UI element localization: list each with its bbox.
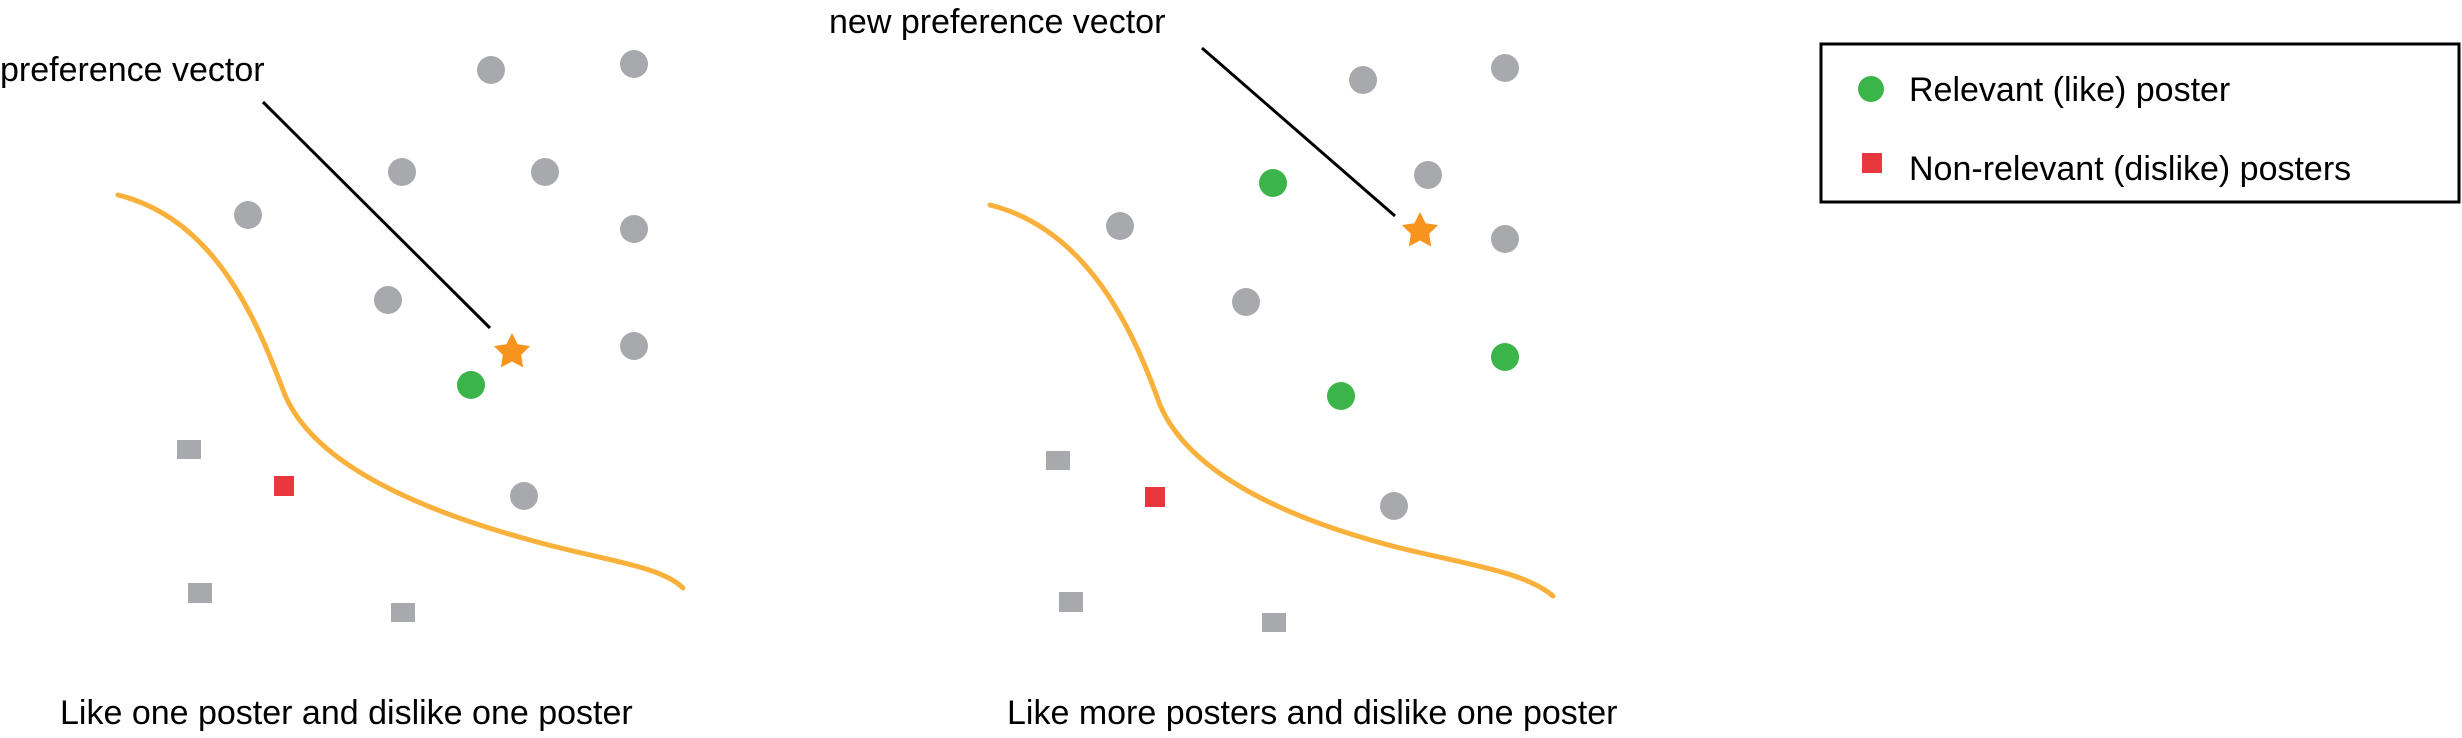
neutral-square-poster xyxy=(1046,451,1070,470)
pointer-label-right: new preference vector xyxy=(829,3,1165,41)
neutral-poster xyxy=(1414,161,1442,189)
nonrelevant-poster xyxy=(1145,487,1165,507)
panel-left: preference vector Like one poster and di… xyxy=(0,50,686,732)
caption-right: Like more posters and dislike one poster xyxy=(1007,694,1617,732)
neutral-square-poster xyxy=(1262,613,1286,632)
neutral-poster xyxy=(1491,54,1519,82)
preference-vector-star xyxy=(493,333,531,368)
relevant-poster xyxy=(1491,343,1519,371)
red-square-icon xyxy=(1862,153,1882,173)
pointer-label-left: preference vector xyxy=(0,51,265,89)
legend-item-nonrelevant: Non-relevant (dislike) posters xyxy=(1909,150,2351,188)
neutral-poster xyxy=(1380,492,1408,520)
neutral-poster xyxy=(510,482,538,510)
pointer-line-left xyxy=(261,100,492,330)
neutral-poster xyxy=(531,158,559,186)
nonrelevant-poster xyxy=(274,476,294,496)
legend-box xyxy=(1819,42,2461,204)
neutral-square-poster xyxy=(391,603,415,622)
pointer-line-right xyxy=(1201,46,1396,218)
neutral-poster xyxy=(1349,66,1377,94)
legend-item-relevant: Relevant (like) poster xyxy=(1909,71,2230,109)
neutral-square-poster xyxy=(1059,592,1083,612)
neutral-square-poster xyxy=(177,440,201,459)
neutral-poster xyxy=(1491,225,1519,253)
panel-right: new preference vector Like more posters … xyxy=(829,3,1617,732)
new-preference-vector-star xyxy=(1401,212,1439,247)
neutral-poster xyxy=(234,201,262,229)
relevant-poster xyxy=(1259,169,1287,197)
neutral-square-poster xyxy=(188,583,212,603)
neutral-poster xyxy=(620,50,648,78)
decision-boundary-left xyxy=(115,192,686,591)
neutral-poster xyxy=(620,215,648,243)
neutral-poster xyxy=(1232,288,1260,316)
neutral-poster xyxy=(477,56,505,84)
neutral-poster xyxy=(620,332,648,360)
caption-left: Like one poster and dislike one poster xyxy=(60,694,633,732)
neutral-poster xyxy=(1106,212,1134,240)
neutral-poster xyxy=(388,158,416,186)
neutral-poster xyxy=(374,286,402,314)
green-circle-icon xyxy=(1858,76,1884,102)
relevant-poster xyxy=(457,371,485,399)
legend: Relevant (like) poster Non-relevant (dis… xyxy=(1819,42,2461,204)
decision-boundary-right xyxy=(987,202,1556,599)
relevant-poster xyxy=(1327,382,1355,410)
